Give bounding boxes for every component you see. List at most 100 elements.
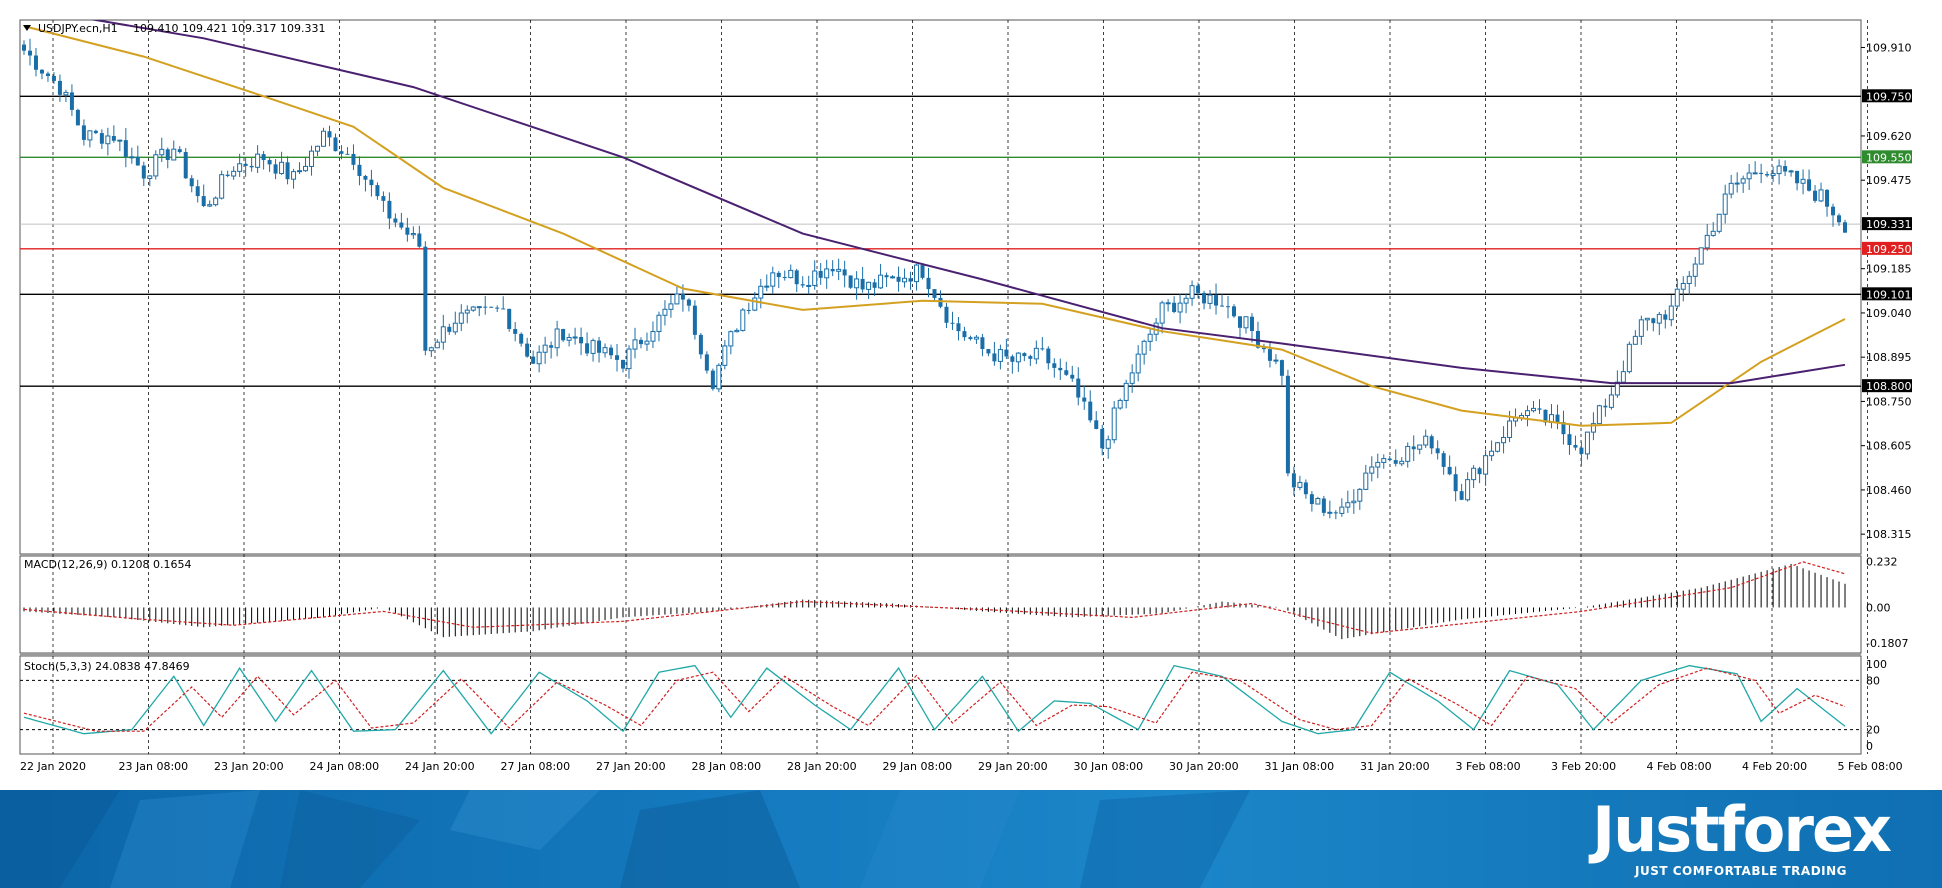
candle-body-down — [776, 272, 781, 277]
candle-body-up — [602, 347, 608, 354]
candle-body-up — [542, 344, 548, 353]
candle-body-down — [1058, 367, 1063, 371]
candle-body-up — [219, 174, 225, 199]
stoch-y-tick-label: 0 — [1866, 740, 1873, 753]
x-tick-label: 30 Jan 08:00 — [1074, 760, 1144, 773]
candle-body-down — [615, 355, 620, 360]
candle-body-down — [447, 326, 452, 332]
candle-body-down — [525, 343, 530, 357]
candle-body-down — [141, 165, 146, 179]
candle-body-up — [1339, 506, 1345, 514]
candle-body-up — [1716, 213, 1722, 232]
candle-body-up — [213, 197, 219, 206]
candle-body-up — [105, 135, 111, 145]
candle-body-up — [1183, 297, 1189, 304]
stoch-signal-line — [23, 667, 1846, 732]
candle-body-up — [728, 331, 734, 347]
candle-body-down — [51, 75, 56, 81]
candle-body-up — [554, 328, 560, 349]
x-tick-label: 4 Feb 08:00 — [1647, 760, 1712, 773]
candle-body-down — [33, 55, 38, 70]
level-tag-label: 109.750 — [1866, 90, 1912, 103]
candle-body-down — [704, 354, 709, 371]
candle-body-down — [1303, 482, 1308, 495]
candle-body-down — [1046, 348, 1051, 364]
moving-averages — [23, 20, 1846, 427]
candle-body-up — [1644, 317, 1650, 321]
candle-body-up — [740, 309, 746, 331]
candle-body-down — [1783, 166, 1788, 172]
candle-body-down — [848, 275, 853, 288]
candle-body-up — [1590, 423, 1596, 433]
chart-menu-icon[interactable] — [23, 25, 31, 31]
candle-body-up — [626, 348, 632, 370]
candle-body-up — [1375, 461, 1381, 468]
candle-body-down — [710, 370, 715, 389]
candle-body-down — [872, 282, 877, 288]
candle-body-down — [579, 336, 584, 344]
candle-body-up — [536, 351, 542, 365]
candle-body-down — [1435, 448, 1440, 454]
candle-body-up — [1483, 455, 1489, 475]
candle-body-up — [1692, 263, 1698, 277]
candle-body-down — [501, 308, 506, 310]
candle-body-up — [1189, 285, 1195, 299]
y-tick-label: 108.315 — [1866, 528, 1912, 541]
candle-body-down — [1477, 468, 1482, 475]
candle-body-up — [470, 306, 476, 311]
candle-body-up — [1135, 353, 1141, 374]
candle-body-down — [513, 328, 518, 334]
candle-body-down — [1070, 374, 1075, 379]
candle-body-up — [824, 268, 830, 279]
candle-body-up — [171, 148, 177, 161]
candle-body-down — [1249, 316, 1254, 331]
stoch-label: Stoch(5,3,3) 24.0838 47.8469 — [24, 660, 190, 673]
candle-body-down — [896, 276, 901, 282]
candle-body-down — [830, 268, 835, 272]
candle-body-down — [938, 297, 943, 307]
candle-body-down — [27, 50, 32, 56]
candle-body-down — [1453, 474, 1458, 492]
x-tick-label: 27 Jan 08:00 — [501, 760, 571, 773]
candle-body-down — [1579, 447, 1584, 454]
candle-body-down — [1052, 363, 1057, 368]
candle-body-down — [680, 293, 685, 300]
justforex-logo: Justforex JUST COMFORTABLE TRADING — [1592, 796, 1892, 879]
candle-body-down — [932, 289, 937, 298]
candle-body-down — [926, 277, 931, 290]
candle-body-down — [1309, 494, 1314, 505]
candle-body-up — [63, 91, 69, 96]
candle-body-down — [1663, 314, 1668, 320]
candle-body-down — [81, 125, 86, 140]
candle-body-up — [279, 161, 285, 175]
candle-body-down — [950, 322, 955, 324]
candle-body-up — [788, 269, 794, 279]
candle-body-down — [57, 80, 62, 95]
level-tag-label: 109.331 — [1866, 218, 1912, 231]
x-tick-label: 30 Jan 20:00 — [1169, 760, 1239, 773]
candle-body-down — [1831, 206, 1836, 216]
macd-y-tick-label: -0.1807 — [1866, 637, 1908, 650]
candle-body-down — [333, 137, 338, 152]
candle-body-down — [249, 165, 254, 168]
candle-body-up — [428, 347, 434, 352]
candle-body-up — [1141, 340, 1147, 355]
candle-body-up — [1105, 439, 1111, 449]
candle-body-up — [1177, 302, 1183, 313]
candle-body-down — [273, 164, 278, 174]
candle-body-down — [1603, 405, 1608, 408]
candle-body-up — [764, 285, 770, 288]
candle-body-down — [992, 353, 997, 362]
candle-body-up — [973, 336, 979, 340]
candle-body-down — [22, 44, 26, 51]
candle-body-up — [770, 272, 776, 287]
x-tick-label: 29 Jan 20:00 — [978, 760, 1048, 773]
candle-body-up — [1501, 436, 1507, 444]
candle-body-up — [1369, 466, 1375, 474]
candle-body-up — [1297, 481, 1303, 488]
candle-body-down — [1237, 316, 1242, 328]
candle-body-down — [1555, 414, 1560, 423]
candle-body-down — [800, 284, 805, 286]
candle-body-up — [1674, 288, 1680, 307]
symbol-label: USDJPY.ecn,H1 — [38, 22, 118, 35]
